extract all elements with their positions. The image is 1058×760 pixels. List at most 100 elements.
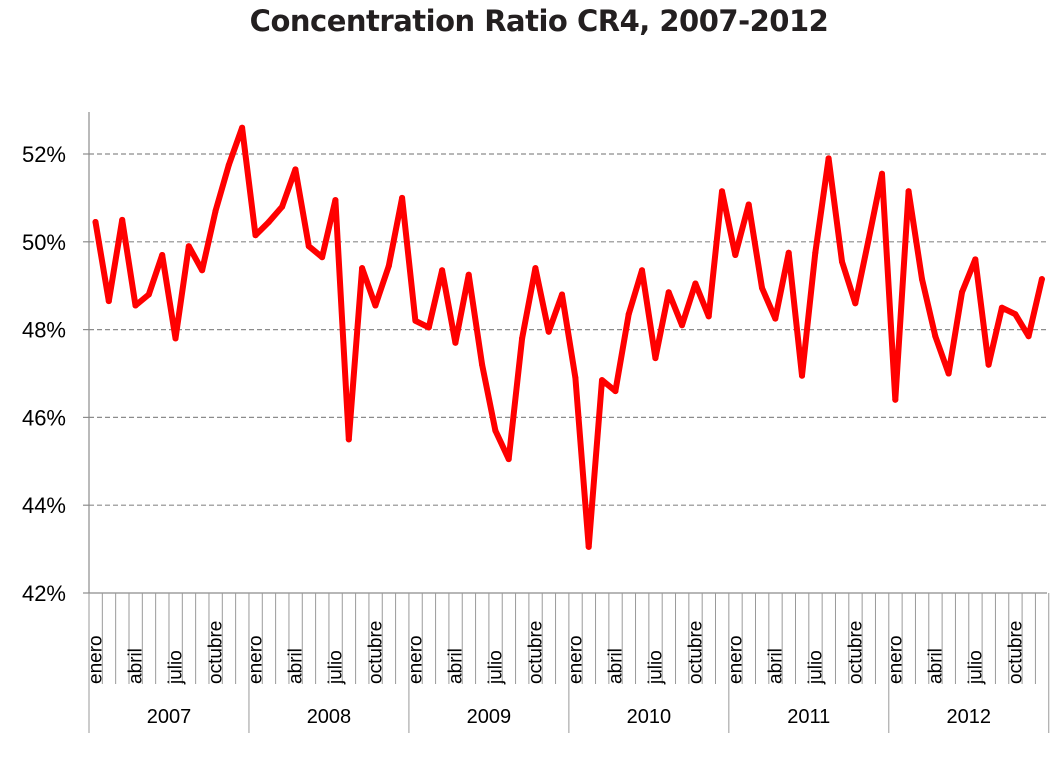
x-tick-label: octubre (525, 621, 546, 684)
x-tick-label: octubre (1005, 621, 1026, 684)
y-tick-label: 48% (22, 318, 66, 343)
data-point (785, 249, 792, 256)
data-point (239, 124, 246, 131)
y-tick-label: 44% (22, 493, 66, 518)
data-point (839, 258, 845, 265)
data-point (425, 324, 432, 331)
year-label: 2011 (787, 706, 830, 728)
x-tick-label: enero (405, 635, 426, 684)
data-point (292, 166, 299, 173)
data-point (212, 208, 219, 215)
data-point (985, 361, 992, 368)
data-point (972, 256, 979, 263)
data-point (665, 289, 672, 296)
data-point (959, 289, 965, 296)
x-tick-label: julio (645, 650, 666, 685)
data-point (505, 456, 512, 463)
year-label: 2012 (947, 706, 992, 728)
data-point (625, 311, 632, 318)
data-point (932, 333, 939, 340)
x-tick-label: octubre (206, 621, 227, 684)
data-point (172, 335, 179, 342)
series-line (92, 124, 1045, 550)
data-point (825, 155, 832, 162)
x-tick-label: octubre (365, 621, 386, 684)
x-tick-label: enero (885, 635, 906, 684)
data-point (1012, 311, 1019, 318)
data-point (759, 284, 765, 291)
data-point (585, 543, 592, 550)
chart-title: Concentration Ratio CR4, 2007-2012 (249, 4, 829, 38)
year-label: 2008 (307, 706, 352, 728)
data-point (639, 267, 645, 274)
data-point (225, 162, 232, 168)
data-point (412, 317, 419, 324)
data-point (679, 322, 685, 329)
data-point (92, 219, 99, 225)
data-point (199, 267, 206, 274)
data-point (359, 265, 366, 272)
x-tick-label: abril (925, 648, 946, 684)
y-tick-label: 52% (22, 142, 66, 167)
data-point (599, 377, 605, 384)
x-tick-label: abril (285, 648, 306, 684)
data-point (865, 236, 872, 243)
data-point (399, 194, 406, 201)
data-point (132, 302, 139, 309)
data-point (812, 249, 819, 256)
data-point (159, 252, 166, 258)
x-tick-label: octubre (685, 621, 706, 684)
data-point (372, 302, 379, 309)
data-point (545, 328, 552, 335)
data-point (105, 298, 112, 305)
x-tick-label: abril (126, 648, 147, 684)
data-point (1025, 333, 1032, 340)
data-point (492, 427, 499, 434)
data-point (332, 197, 339, 204)
data-point (612, 388, 619, 395)
data-point (652, 355, 659, 362)
data-point (799, 372, 805, 379)
data-point (905, 188, 912, 195)
data-point (559, 291, 565, 298)
x-tick-label: abril (605, 648, 626, 684)
x-tick-label: enero (86, 635, 107, 684)
data-point (385, 262, 392, 269)
data-point (345, 436, 352, 443)
data-point (998, 304, 1005, 311)
data-point (479, 361, 486, 368)
x-tick-label: enero (725, 635, 746, 684)
data-point (892, 396, 899, 403)
y-tick-label: 42% (22, 581, 66, 606)
data-point (252, 232, 259, 239)
x-tick-label: abril (765, 648, 786, 684)
data-point (745, 201, 752, 208)
data-point (439, 267, 446, 274)
data-point (879, 170, 885, 177)
x-tick-label: julio (805, 650, 826, 685)
year-label: 2007 (147, 706, 192, 728)
y-axis: 42% 44% 46% 48% 50% 52% (22, 112, 90, 606)
data-point (705, 313, 712, 320)
x-tick-label: enero (246, 635, 267, 684)
data-point (145, 291, 152, 298)
data-point (945, 370, 952, 377)
year-label: 2010 (627, 706, 672, 728)
x-tick-label: enero (565, 635, 586, 684)
x-tick-label: octubre (845, 621, 866, 684)
data-point (265, 219, 272, 225)
x-tick-label: julio (166, 650, 187, 685)
data-point (532, 265, 539, 272)
x-tick-label: abril (445, 648, 466, 684)
data-point (119, 216, 126, 223)
data-point (852, 300, 859, 307)
data-point (919, 276, 925, 283)
data-point (732, 252, 739, 258)
data-point (572, 374, 579, 381)
y-tick-label: 50% (22, 230, 66, 255)
y-tick-label: 46% (22, 405, 66, 430)
x-tick-label: julio (965, 650, 986, 685)
data-point (692, 280, 699, 287)
x-tick-label: julio (325, 650, 346, 685)
series-lines (92, 124, 1045, 550)
